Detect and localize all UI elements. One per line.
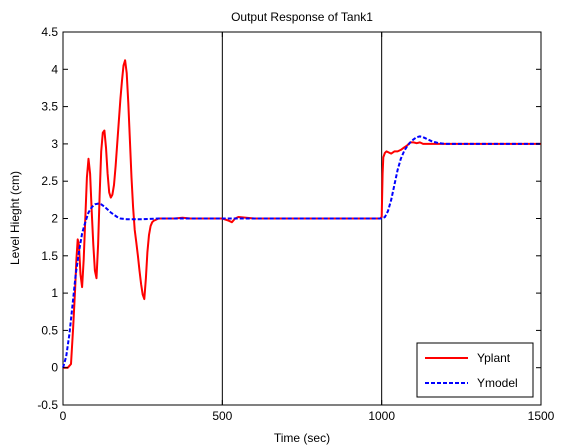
y-tick-label: 1 [51,286,58,300]
y-tick-label: 1.5 [41,249,58,263]
series-line-ymodel [62,135,541,368]
y-tick-label: 2 [51,212,58,226]
x-tick-label: 1000 [368,409,395,423]
y-tick-label: 2.5 [41,174,58,188]
series-group [62,59,541,369]
x-axis: 0 500 1000 1500 [60,32,555,423]
y-axis-label: Level Hieght (cm) [8,171,22,265]
legend-box [416,342,534,398]
legend-label-ymodel: Ymodel [477,376,518,390]
y-tick-label: -0.5 [37,398,58,412]
y-tick-label: 0 [51,361,58,375]
legend-label-yplant: Yplant [477,351,511,365]
y-tick-label: 4.5 [41,25,58,39]
y-tick-label: 3 [51,137,58,151]
y-tick-label: 0.5 [41,323,58,337]
x-tick-label: 500 [212,409,232,423]
y-tick-label: 3.5 [41,100,58,114]
x-axis-label: Time (sec) [274,431,330,445]
legend: Yplant Ymodel [416,342,534,398]
x-tick-label: 1500 [528,409,555,423]
chart-title: Output Response of Tank1 [231,10,373,24]
y-tick-label: 4 [51,62,58,76]
y-axis: -0.5 0 0.5 1 1.5 2 2.5 3 3.5 4 4.5 [37,25,541,412]
series-line-yplant [63,59,541,369]
x-tick-label: 0 [60,409,67,423]
